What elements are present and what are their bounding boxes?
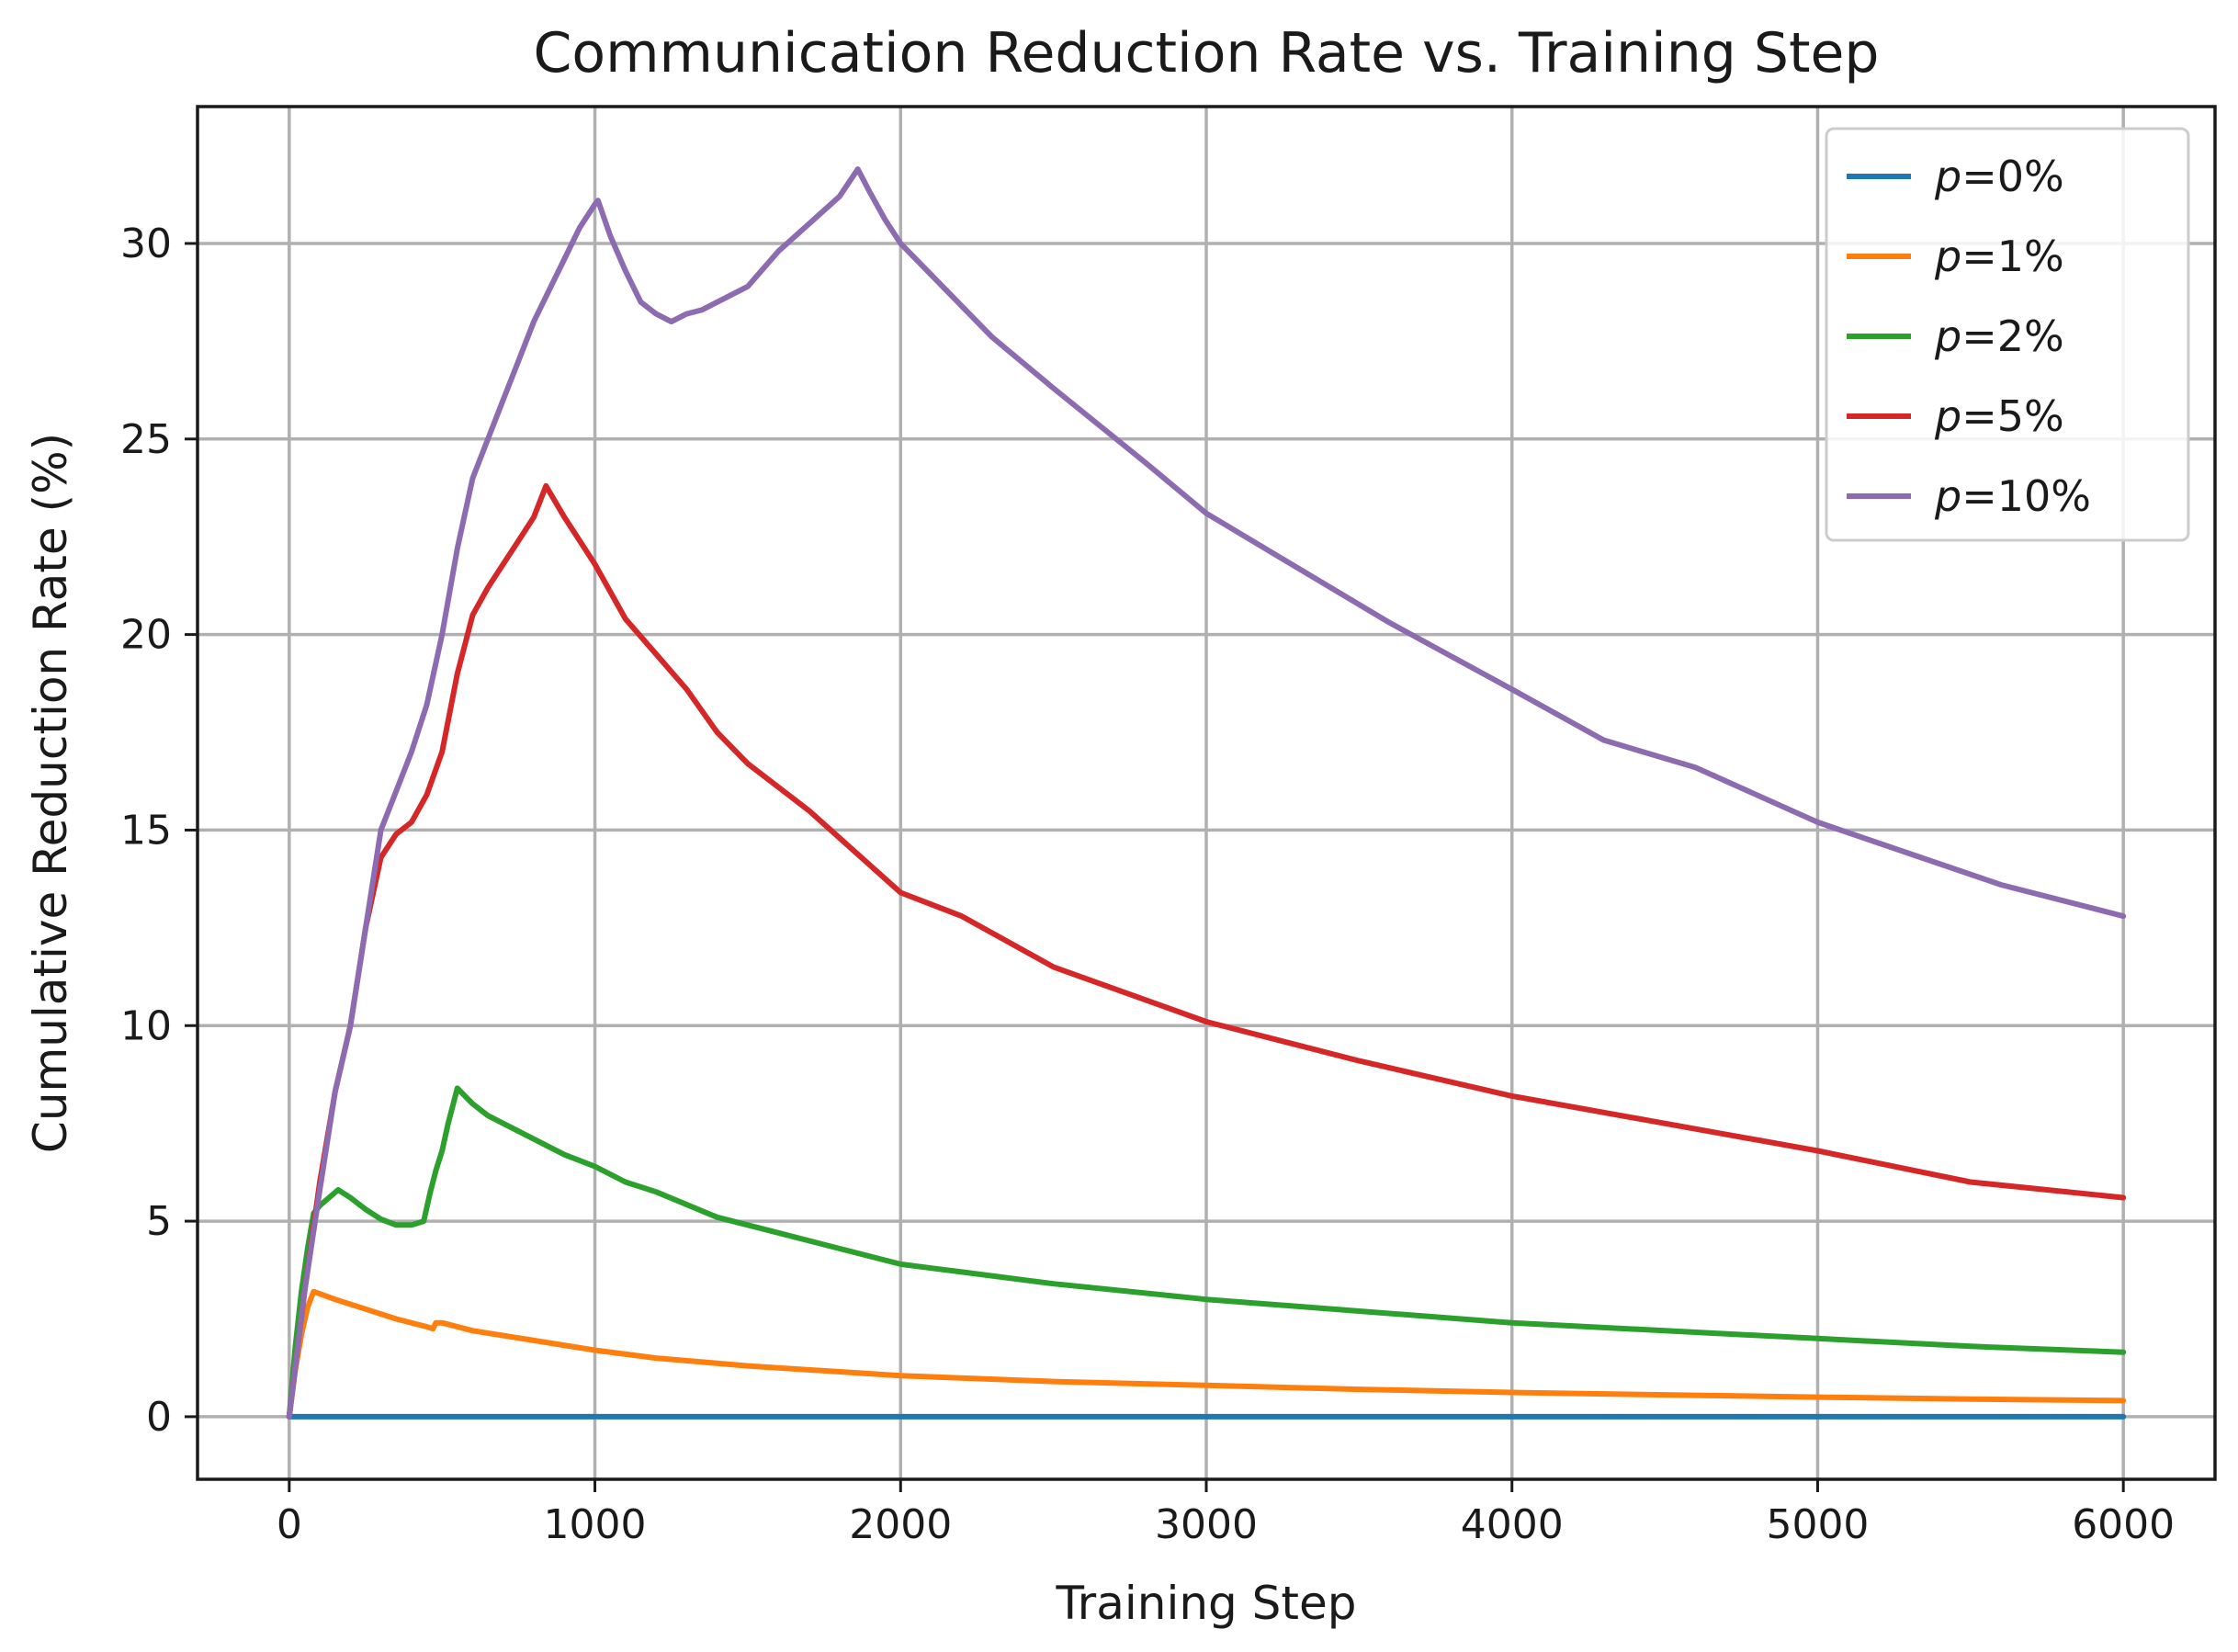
- legend-label-p2: p=2%: [1934, 311, 2064, 361]
- y-tick-label: 10: [120, 1002, 172, 1049]
- legend-variable: p: [1934, 232, 1961, 281]
- y-axis-label: Cumulative Reduction Rate (%): [24, 433, 77, 1153]
- y-tick-label: 30: [120, 221, 172, 267]
- legend-label-p5: p=5%: [1934, 391, 2064, 441]
- legend-variable: p: [1934, 152, 1961, 201]
- legend-label-p1: p=1%: [1934, 232, 2064, 281]
- x-tick-label: 4000: [1461, 1501, 1564, 1548]
- series-lines: [286, 166, 2127, 1420]
- y-tick-label: 0: [146, 1394, 172, 1441]
- legend-label-p0: p=0%: [1934, 152, 2064, 201]
- x-axis-label: Training Step: [1055, 1577, 1356, 1630]
- legend-variable: p: [1934, 391, 1961, 441]
- legend-items: p=0%p=1%p=2%p=5%p=10%: [1847, 152, 2091, 521]
- x-tick-label: 5000: [1766, 1501, 1869, 1548]
- x-tick-label: 6000: [2072, 1501, 2175, 1548]
- series-line-p2: [286, 1085, 2127, 1420]
- legend-variable: p: [1934, 311, 1961, 361]
- x-tick-label: 1000: [544, 1501, 647, 1548]
- y-tick-label: 25: [120, 416, 172, 463]
- x-tick-label: 0: [277, 1501, 302, 1548]
- y-tick-label: 20: [120, 612, 172, 659]
- series-line-p1: [286, 1288, 2127, 1420]
- y-tick-label: 5: [146, 1198, 172, 1245]
- legend-value: =2%: [1961, 311, 2064, 361]
- legend-box: [1825, 127, 2190, 542]
- legend-label-p10: p=10%: [1934, 471, 2091, 521]
- series-line-p5: [286, 482, 2127, 1420]
- y-axis-ticks: 0 5 10 15 20 25 30: [120, 221, 198, 1441]
- x-axis-ticks: 0 1000 2000 3000 4000 5000 6000: [277, 1479, 2175, 1548]
- series-line-p10: [286, 166, 2127, 1420]
- chart-title: Communication Reduction Rate vs. Trainin…: [534, 21, 1880, 85]
- legend-variable: p: [1934, 471, 1961, 521]
- legend: p=0%p=1%p=2%p=5%p=10%: [1825, 127, 2190, 542]
- legend-value: =0%: [1961, 152, 2064, 201]
- y-tick-label: 15: [120, 807, 172, 854]
- legend-value: =5%: [1961, 391, 2064, 441]
- legend-value: =10%: [1961, 471, 2091, 521]
- legend-value: =1%: [1961, 232, 2064, 281]
- x-tick-label: 3000: [1155, 1501, 1258, 1548]
- x-tick-label: 2000: [849, 1501, 952, 1548]
